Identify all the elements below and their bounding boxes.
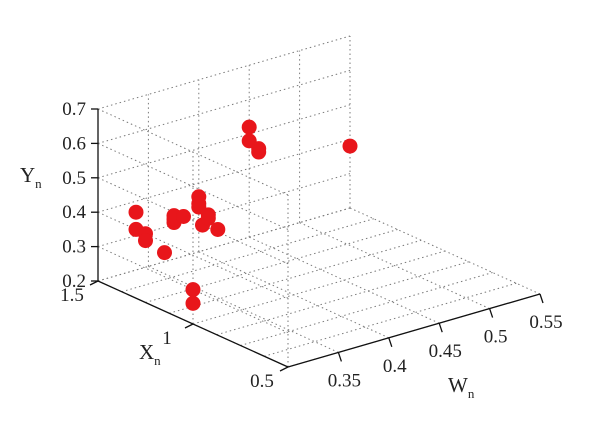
grid-line <box>299 222 490 310</box>
grid-line <box>248 236 440 324</box>
grid-line <box>192 250 446 325</box>
x-axis-label: Wn <box>448 373 475 401</box>
y-axis-label: Xn <box>139 340 161 368</box>
grid-line <box>240 272 493 346</box>
y-tick-mark <box>89 280 99 286</box>
data-point <box>241 119 257 135</box>
grid-line <box>97 142 289 230</box>
grid-line <box>97 104 351 179</box>
data-point <box>200 210 216 226</box>
x-tick-label: 0.4 <box>383 356 407 377</box>
grid-line <box>97 177 289 265</box>
x-tick-mark <box>488 308 494 318</box>
x-tick-mark <box>337 352 343 362</box>
axis-frame <box>89 108 544 372</box>
data-point <box>185 282 201 298</box>
z-tick-label: 0.2 <box>62 271 86 292</box>
z-tick-label: 0.5 <box>62 168 86 189</box>
grid-line <box>216 261 469 336</box>
grid-line <box>97 35 351 110</box>
x-axis-line <box>287 293 541 368</box>
data-point <box>342 138 358 154</box>
x-tick-label: 0.45 <box>429 341 462 362</box>
z-tick-label: 0.4 <box>62 202 86 223</box>
y-tick-label: 1.5 <box>60 285 84 306</box>
grid-line <box>145 229 398 303</box>
data-point <box>210 221 226 237</box>
grid-line <box>97 108 289 196</box>
grid-line <box>121 218 374 293</box>
z-axis-label: Yn <box>20 163 42 191</box>
data-point <box>251 144 267 160</box>
y-tick-mark <box>184 323 194 329</box>
grid-line <box>97 207 351 282</box>
data-point <box>176 209 191 224</box>
grid-line <box>97 211 289 299</box>
z-tick-label: 0.7 <box>62 99 86 120</box>
x-tick-label: 0.35 <box>328 370 361 391</box>
grid-line <box>148 265 339 353</box>
y-tick-label: 0.5 <box>250 371 274 392</box>
data-point <box>128 204 144 220</box>
grid-lines <box>97 35 541 368</box>
x-tick-mark <box>388 337 393 348</box>
tick-labels: 0.35 0.4 0.45 0.5 0.55 1.5 1 0.5 0.2 0.3 0.4 0.5 0.6… <box>60 99 563 392</box>
data-point <box>185 295 201 311</box>
data-points <box>128 119 358 311</box>
grid-line <box>97 173 351 248</box>
z-tick-label: 0.3 <box>62 237 86 258</box>
grid-line <box>97 69 351 144</box>
grid-line <box>169 239 422 314</box>
z-tick-label: 0.6 <box>62 133 86 154</box>
data-point <box>157 245 172 261</box>
data-point <box>138 233 153 249</box>
x-tick-label: 0.5 <box>484 327 508 348</box>
x-tick-label: 0.55 <box>529 312 562 333</box>
x-tick-mark <box>539 293 544 304</box>
grid-line <box>264 282 517 357</box>
grid-line <box>97 138 351 213</box>
x-tick-mark <box>438 322 443 333</box>
y-tick-mark <box>279 366 289 372</box>
y-tick-label: 1 <box>162 328 172 349</box>
